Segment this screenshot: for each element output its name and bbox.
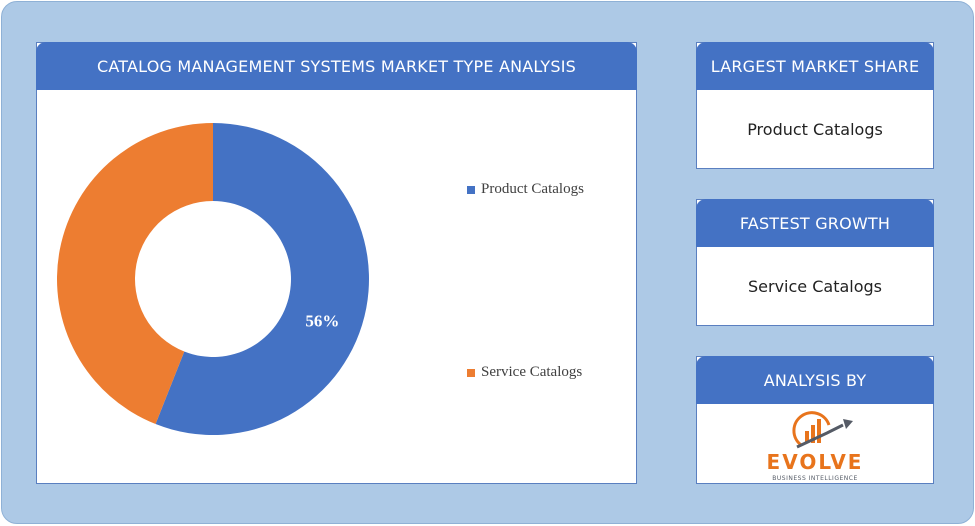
logo-arc	[792, 411, 831, 447]
logo-arrow-head	[843, 419, 853, 429]
logo-tagline: BUSINESS INTELLIGENCE	[772, 475, 857, 482]
logo-bar-3	[817, 419, 821, 443]
evolve-logo: EVOLVE BUSINESS INTELLIGENCE	[697, 405, 933, 483]
chart-panel: CATALOG MANAGEMENT SYSTEMS MARKET TYPE A…	[36, 42, 637, 484]
chart-panel-title: CATALOG MANAGEMENT SYSTEMS MARKET TYPE A…	[36, 42, 637, 90]
legend-item-service: Service Catalogs	[467, 364, 582, 381]
logo-bar-1	[805, 431, 809, 443]
logo-arrow-line	[796, 423, 844, 449]
donut-chart: 56%	[56, 123, 369, 435]
fastest-growth-value: Service Catalogs	[748, 277, 882, 296]
legend-label-service: Service Catalogs	[481, 364, 583, 380]
legend-label-product: Product Catalogs	[481, 181, 584, 197]
donut-data-label-0: 56%	[305, 312, 339, 331]
logo-name: EVOLVE	[767, 450, 864, 474]
legend-swatch-product	[467, 185, 475, 194]
donut-slice-0	[155, 123, 369, 435]
logo-bar-2	[811, 425, 815, 443]
donut-slice-1	[56, 123, 213, 425]
largest-share-card: LARGEST MARKET SHARE Product Catalogs	[696, 42, 934, 169]
legend-swatch-service	[467, 368, 475, 377]
largest-share-title: LARGEST MARKET SHARE	[696, 42, 934, 90]
analysis-by-title: ANALYSIS BY	[696, 356, 934, 404]
legend-item-product: Product Catalogs	[467, 181, 584, 198]
analysis-by-card: ANALYSIS BY EVOLVE BUSINESS INTELLIGENCE	[696, 356, 934, 484]
fastest-growth-title: FASTEST GROWTH	[696, 199, 934, 247]
fastest-growth-card: FASTEST GROWTH Service Catalogs	[696, 199, 934, 326]
largest-share-value: Product Catalogs	[747, 120, 883, 139]
